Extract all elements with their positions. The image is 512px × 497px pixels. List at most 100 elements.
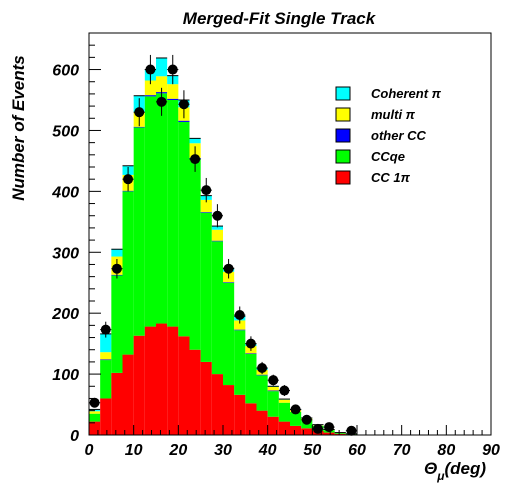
bar-segment [200, 212, 212, 213]
legend-swatch [335, 149, 351, 164]
data-point [111, 263, 122, 274]
bar-segment [211, 241, 223, 375]
legend: Coherent π multi π other CC CCqe CC 1π [335, 86, 442, 185]
bar-segment [223, 385, 235, 435]
bar-segment [211, 226, 223, 230]
bar-segment [156, 76, 168, 93]
bar-segment [234, 320, 246, 330]
bar-segment [200, 361, 212, 435]
bar-segment [234, 330, 246, 395]
bar-segment [167, 326, 179, 435]
data-point [167, 64, 178, 75]
legend-swatch [335, 86, 351, 101]
bar-segment [178, 121, 190, 337]
bar-segment [178, 120, 190, 122]
y-tick-label: 200 [51, 306, 79, 323]
bar-segment [334, 432, 346, 434]
bar-segment [256, 410, 268, 435]
x-tick-label: 50 [303, 442, 321, 459]
x-tick-label: 0 [85, 442, 94, 459]
bar-segment [122, 191, 134, 355]
bar-segment [278, 399, 290, 403]
data-point [257, 363, 268, 373]
data-point [245, 338, 256, 349]
legend-label: other CC [371, 128, 427, 143]
data-points [89, 54, 357, 436]
data-point [178, 99, 189, 110]
bar-segment [133, 126, 145, 128]
bar-segment [178, 336, 190, 435]
bar-segment [301, 428, 313, 435]
bar-segment [156, 93, 168, 324]
bar-segment [156, 323, 168, 435]
bar-segment [245, 353, 257, 404]
bar-segment [256, 374, 268, 376]
bar-segment [167, 98, 179, 100]
bar-segment [200, 212, 212, 362]
y-tick-label: 500 [52, 123, 79, 140]
data-point [234, 310, 245, 321]
bar-segment [223, 282, 235, 283]
x-tick-label: 70 [393, 442, 411, 459]
bar-segment [156, 57, 168, 77]
x-axis-title-symbol: Θ [424, 459, 437, 478]
legend-label: Coherent π [371, 86, 442, 101]
bar-segment [89, 413, 101, 422]
data-point [324, 422, 335, 433]
data-point [212, 210, 223, 221]
bar-segment [278, 421, 290, 435]
plot-frame [88, 32, 492, 436]
data-point [190, 154, 201, 165]
stacked-histogram [89, 57, 357, 435]
bar-segment [189, 138, 201, 144]
x-tick-label: 30 [214, 442, 232, 459]
data-point [145, 64, 156, 75]
bar-segment [89, 421, 101, 435]
bar-segment [133, 335, 145, 435]
bar-segment [144, 95, 156, 97]
bar-segment [144, 96, 156, 327]
bar-segment [111, 372, 123, 435]
x-tick-label: 80 [437, 442, 455, 459]
bar-segment [89, 411, 101, 414]
bar-segment [211, 240, 223, 242]
bar-segment [245, 403, 257, 435]
bar-segment [100, 359, 112, 361]
data-point [223, 263, 234, 274]
bar-segment [100, 333, 112, 353]
data-point [346, 425, 357, 436]
x-axis-title-subscript: μ [436, 469, 445, 483]
bar-segment [278, 402, 290, 422]
bar-segment [100, 352, 112, 360]
x-tick-label: 20 [168, 442, 187, 459]
data-point [89, 397, 100, 408]
y-tick-label: 600 [52, 63, 79, 80]
data-point [134, 107, 145, 118]
bar-segment [167, 100, 179, 327]
bar-segment [323, 432, 335, 435]
x-axis: 0 10 20 30 40 50 60 70 80 90 [85, 425, 500, 459]
bar-segment [189, 159, 201, 350]
y-tick-label: 300 [52, 245, 79, 262]
x-axis-title-unit: (deg) [444, 459, 486, 478]
legend-swatch [335, 128, 351, 143]
y-tick-label: 0 [70, 428, 79, 445]
data-point [279, 385, 290, 396]
bar-segment [245, 353, 257, 354]
y-tick-label: 100 [52, 367, 79, 384]
data-point [290, 404, 301, 415]
data-point [100, 324, 111, 335]
bar-segment [334, 433, 346, 435]
data-point [156, 96, 167, 107]
bar-segment [234, 394, 246, 435]
bar-segment [111, 249, 123, 257]
bar-segment [223, 282, 235, 386]
bar-segment [167, 84, 179, 99]
x-tick-label: 90 [482, 442, 500, 459]
bar-segment [211, 229, 223, 241]
x-axis-title: Θμ(deg) [424, 459, 486, 483]
bar-segment [290, 411, 302, 426]
x-tick-label: 10 [125, 442, 143, 459]
chart-title: Merged-Fit Single Track [183, 9, 377, 28]
